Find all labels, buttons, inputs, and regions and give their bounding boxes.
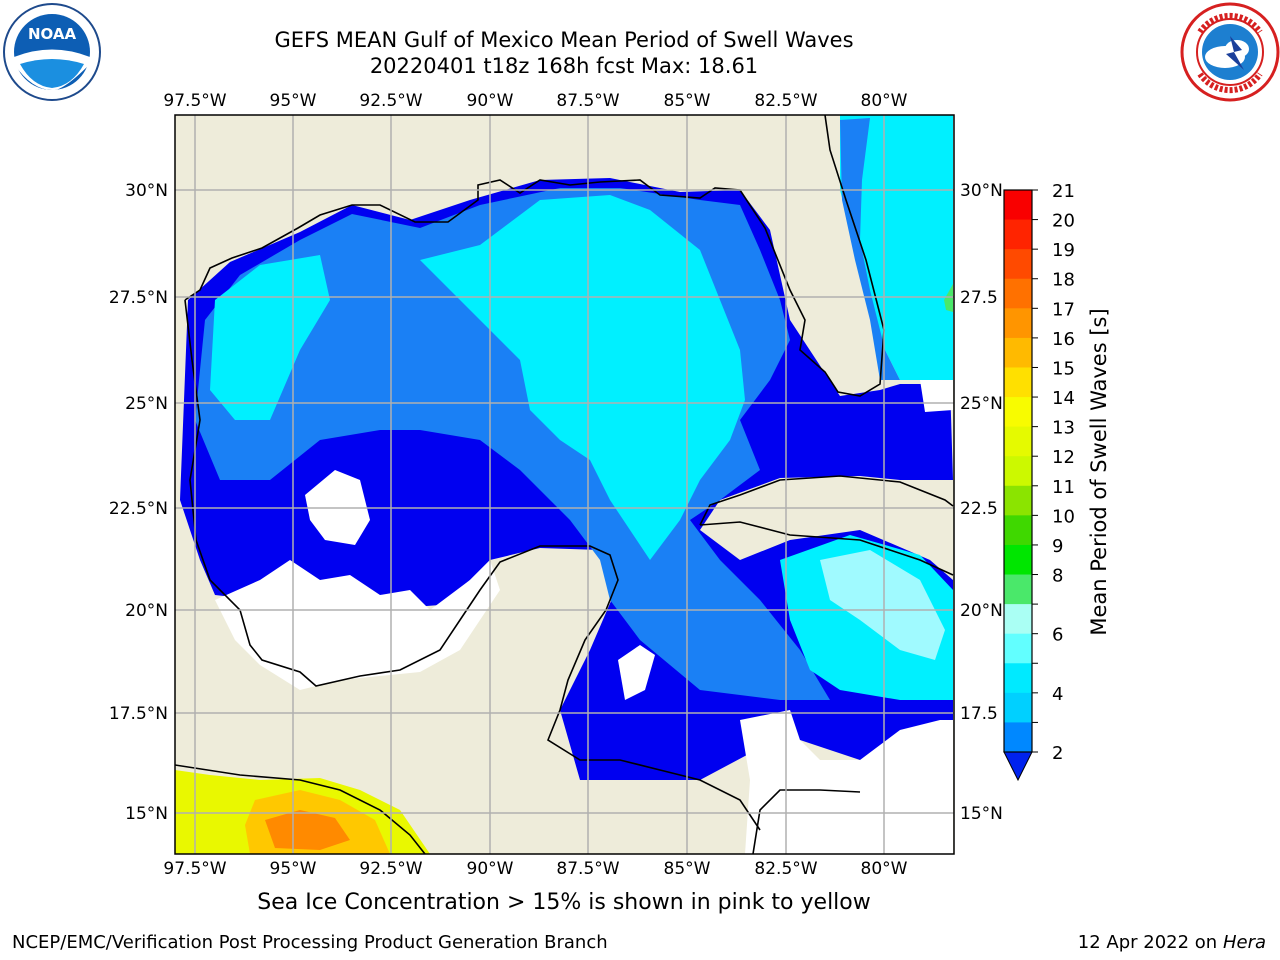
- colorbar-band: [1004, 219, 1032, 250]
- colorbar-band: [1004, 663, 1032, 694]
- colorbar-band: [1004, 574, 1032, 605]
- colorbar-tick-label: 14: [1052, 388, 1075, 409]
- colorbar-tick-label: 15: [1052, 358, 1075, 379]
- colorbar-tick-label: 21: [1052, 181, 1075, 202]
- lon-tick-label-bottom: 87.5°W: [556, 859, 619, 879]
- lat-tick-label-right: 20°N: [960, 601, 1003, 621]
- lat-tick-label-right: 27.5: [960, 288, 998, 308]
- colorbar-tick-label: 11: [1052, 477, 1075, 498]
- atlantic-swell-6-8: [840, 115, 953, 380]
- lat-tick-label-right: 30°N: [960, 181, 1003, 201]
- host-name: Hera: [1222, 932, 1266, 953]
- lon-tick-label-bottom: 92.5°W: [359, 859, 422, 879]
- lat-tick-label-right: 17.5: [960, 704, 998, 724]
- colorbar-band: [1004, 604, 1032, 635]
- lat-tick-label-left: 30°N: [125, 181, 168, 201]
- colorbar-tick-label: 2: [1052, 743, 1063, 764]
- pacific-coastline: [175, 764, 426, 854]
- forecast-subtitle: 20220401 t18z 168h fcst Max: 18.61: [369, 54, 759, 78]
- lon-tick-label-top: 97.5°W: [163, 91, 226, 111]
- colorbar-tick-label: 8: [1052, 566, 1063, 587]
- lon-tick-label-bottom: 90°W: [467, 859, 514, 879]
- cuba-coastline: [699, 475, 954, 576]
- colorbar-band: [1004, 485, 1032, 516]
- lat-tick-label-left: 27.5°N: [109, 288, 168, 308]
- colorbar-tick-label: 19: [1052, 240, 1075, 261]
- lon-tick-label-top: 80°W: [861, 91, 908, 111]
- colorbar-tick-label: 16: [1052, 329, 1075, 350]
- colorbar-tick-label: 9: [1052, 536, 1063, 557]
- lon-tick-label-top: 95°W: [270, 91, 317, 111]
- caribbean-nodata: [740, 710, 953, 854]
- nws-logo: [1180, 2, 1280, 102]
- colorbar-band: [1004, 308, 1032, 339]
- colorbar-band: [1004, 722, 1032, 753]
- lon-tick-label-top: 90°W: [467, 91, 514, 111]
- colorbar-band: [1004, 426, 1032, 457]
- colorbar-tick-label: 4: [1052, 684, 1063, 705]
- colorbar-band: [1004, 337, 1032, 368]
- caribbean-swell-8-9: [820, 550, 945, 660]
- map-title: GEFS MEAN Gulf of Mexico Mean Period of …: [274, 28, 854, 52]
- colorbar: 21 20 19 18 17 16 15 14 13 12 11 10 9 8 6 4 2: [1003, 181, 1075, 782]
- lat-tick-label-right: 15°N: [960, 804, 1003, 824]
- colorbar-band: [1004, 278, 1032, 309]
- map-frame: [174, 114, 955, 855]
- lon-tick-label-top: 82.5°W: [754, 91, 817, 111]
- lon-tick-label-bottom: 80°W: [861, 859, 908, 879]
- sea-ice-core: [265, 810, 350, 850]
- colorbar-tick-label: 6: [1052, 625, 1063, 646]
- noaa-logo-text: NOAA: [28, 25, 77, 43]
- colorbar-band: [1004, 397, 1032, 428]
- colorbar-band: [1004, 544, 1032, 576]
- us-gulf-coastline: [184, 115, 885, 397]
- yucatan-nodata-patch: [618, 645, 655, 700]
- colorbar-extend-arrow: [1003, 751, 1033, 782]
- branch-credit: NCEP/EMC/Verification Post Processing Pr…: [12, 932, 608, 953]
- lat-tick-label-left: 22.5°N: [109, 499, 168, 519]
- bay-of-campeche-nodata: [215, 560, 500, 690]
- atlantic-swell-4-6: [840, 118, 900, 380]
- colorbar-frame: [1003, 189, 1033, 753]
- lon-tick-label-top: 87.5°W: [556, 91, 619, 111]
- colorbar-band: [1004, 367, 1032, 398]
- lon-tick-label-bottom: 82.5°W: [754, 859, 817, 879]
- tick-labels: 97.5°W 97.5°W 95°W 95°W 92.5°W 92.5°W 90°W 90°W…: [109, 91, 1003, 879]
- lon-tick-label-top: 85°W: [664, 91, 711, 111]
- lat-tick-label-right: 25°N: [960, 394, 1003, 414]
- lat-tick-label-left: 15°N: [125, 804, 168, 824]
- lat-tick-label-right: 22.5: [960, 499, 998, 519]
- colorbar-band: [1004, 456, 1032, 487]
- colorbar-tick-label: 13: [1052, 418, 1075, 439]
- lat-tick-label-left: 17.5°N: [109, 704, 168, 724]
- colorbar-band: [1004, 190, 1032, 221]
- lon-tick-label-bottom: 95°W: [270, 859, 317, 879]
- graticule: [175, 115, 954, 854]
- colorbar-label: Mean Period of Swell Waves [s]: [1087, 308, 1111, 635]
- swell-field: [175, 115, 953, 854]
- atlantic-swell-9-10: [944, 284, 953, 312]
- generation-date: 12 Apr 2022 on Hera: [1078, 932, 1266, 953]
- colorbar-band: [1004, 633, 1032, 664]
- colorbar-band: [1004, 692, 1032, 723]
- lat-tick-label-left: 20°N: [125, 601, 168, 621]
- sea-ice-note: Sea Ice Concentration > 15% is shown in …: [257, 890, 871, 915]
- colorbar-tick-label: 12: [1052, 447, 1075, 468]
- colorbar-tick-label: 10: [1052, 506, 1075, 527]
- date-text: 12 Apr 2022 on: [1077, 932, 1223, 953]
- noaa-logo: NOAA: [3, 3, 101, 101]
- colorbar-band: [1004, 249, 1032, 280]
- colorbar-tick-label: 20: [1052, 211, 1075, 232]
- lon-tick-label-bottom: 97.5°W: [163, 859, 226, 879]
- colorbar-tick-label: 17: [1052, 299, 1075, 320]
- atlantic-nodata: [920, 380, 953, 412]
- central-swell-6-8: [420, 195, 745, 560]
- honduras-coastline: [752, 789, 861, 854]
- lat-tick-label-left: 25°N: [125, 394, 168, 414]
- colorbar-band: [1004, 515, 1032, 546]
- lon-tick-label-top: 92.5°W: [359, 91, 422, 111]
- lon-tick-label-bottom: 85°W: [664, 859, 711, 879]
- colorbar-tick-label: 18: [1052, 270, 1075, 291]
